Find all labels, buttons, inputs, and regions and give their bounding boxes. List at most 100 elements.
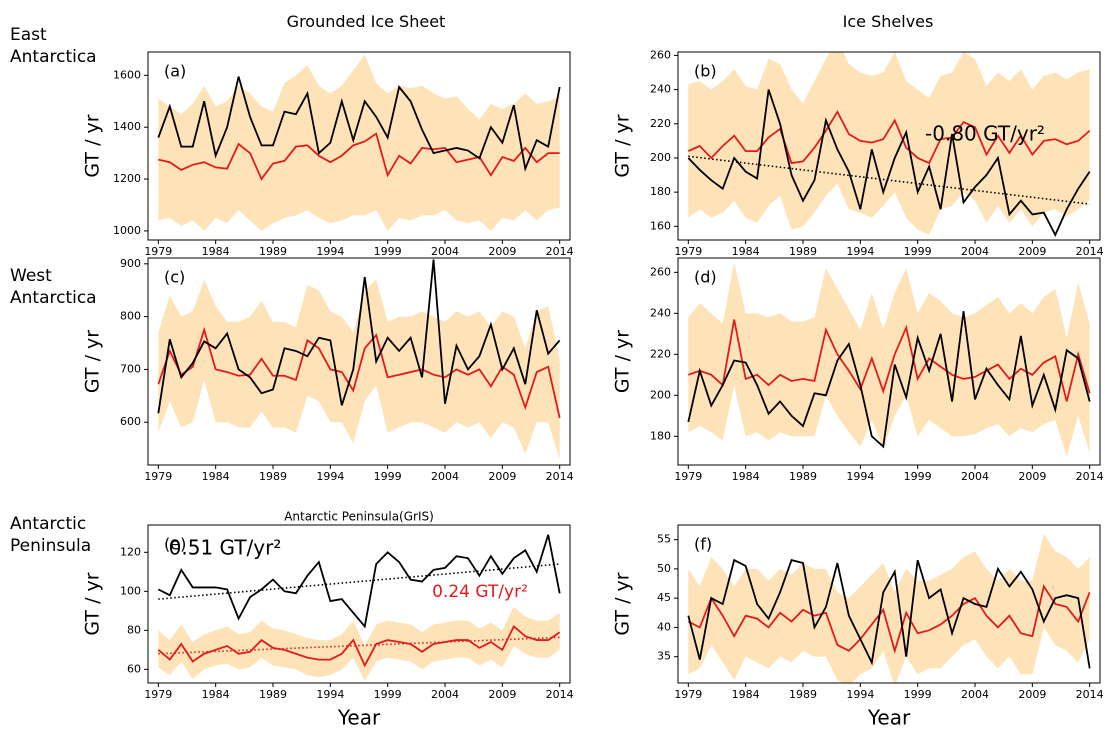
panel: 1979 1984 1989 1994 1999 2004 2009 2014 1000 1200… xyxy=(82,51,574,258)
x-tick-label: 1984 xyxy=(202,688,230,701)
x-tick-label: 1994 xyxy=(316,688,344,701)
panel-label: (c) xyxy=(164,268,185,287)
x-tick-label: 1979 xyxy=(674,688,702,701)
x-tick-label: 2009 xyxy=(1018,245,1046,258)
y-axis-label: GT / yr xyxy=(612,330,634,393)
y-tick-label: 220 xyxy=(650,117,671,130)
series-line xyxy=(687,89,1091,237)
x-tick-label: 1984 xyxy=(732,688,760,701)
y-tick-label: 1200 xyxy=(113,172,141,185)
y-tick-label: 100 xyxy=(120,584,141,597)
series-line xyxy=(687,558,1091,669)
y-axis-label: GT / yr xyxy=(82,330,104,393)
plot-frame xyxy=(147,51,571,241)
x-tick-label: 1989 xyxy=(789,245,817,258)
x-tick-label: 1979 xyxy=(674,470,702,483)
y-tick-label: 40 xyxy=(657,620,671,633)
y-tick-label: 1400 xyxy=(113,120,141,133)
series-line xyxy=(687,109,1091,165)
trend-line xyxy=(688,155,1090,205)
panel: 0.51 GT/yr² 0.24 GT/yr² 1979 1984 1989 1994 19… xyxy=(82,510,574,729)
y-axis-label: GT / yr xyxy=(612,572,634,635)
panel-label: (e) xyxy=(164,535,186,554)
y-tick-label: 60 xyxy=(127,662,141,675)
y-tick-label: 240 xyxy=(650,306,671,319)
x-tick-label: 2014 xyxy=(1076,470,1104,483)
plot-frame xyxy=(677,524,1101,684)
x-tick-label: 2009 xyxy=(1018,470,1046,483)
x-tick-label: 1979 xyxy=(144,688,172,701)
y-axis-label: GT / yr xyxy=(82,114,104,177)
y-tick-label: 700 xyxy=(120,362,141,375)
y-axis-label: GT / yr xyxy=(82,572,104,635)
uncertainty-band xyxy=(688,52,1090,235)
y-tick-label: 180 xyxy=(650,185,671,198)
panel-title: Antarctic Peninsula(GrIS) xyxy=(284,510,434,524)
y-tick-label: 50 xyxy=(657,562,671,575)
x-tick-label: 1994 xyxy=(316,245,344,258)
y-tick-label: 260 xyxy=(650,48,671,61)
panel-label: (f) xyxy=(694,535,712,554)
x-tick-label: 1989 xyxy=(259,470,287,483)
x-tick-label: 2009 xyxy=(488,245,516,258)
series-line xyxy=(157,534,561,629)
x-tick-label: 2014 xyxy=(546,688,574,701)
x-tick-label: 2009 xyxy=(488,688,516,701)
x-tick-label: 2004 xyxy=(961,245,989,258)
x-tick-label: 1984 xyxy=(202,245,230,258)
x-tick-label: 2014 xyxy=(546,245,574,258)
x-tick-label: 1999 xyxy=(904,470,932,483)
x-axis-label: Year xyxy=(337,706,381,729)
plot-frame xyxy=(147,524,571,684)
x-tick-label: 1994 xyxy=(846,688,874,701)
x-tick-label: 1994 xyxy=(316,470,344,483)
panel: -0.80 GT/yr² 1979 1984 1989 1994 1999 2004 2009… xyxy=(612,48,1104,258)
x-tick-label: 2009 xyxy=(1018,688,1046,701)
row-label: East Antarctica xyxy=(10,25,97,67)
trend-line xyxy=(158,636,560,655)
series-line xyxy=(157,624,561,668)
x-tick-label: 2004 xyxy=(961,688,989,701)
series-line xyxy=(158,132,560,181)
uncertainty-band xyxy=(688,533,1090,683)
x-tick-label: 2004 xyxy=(961,470,989,483)
y-tick-label: 200 xyxy=(650,388,671,401)
x-tick-label: 2004 xyxy=(431,470,459,483)
x-tick-label: 1999 xyxy=(374,470,402,483)
x-tick-label: 1999 xyxy=(904,688,932,701)
x-tick-label: 1989 xyxy=(259,688,287,701)
y-tick-label: 1600 xyxy=(113,68,141,81)
x-tick-label: 1984 xyxy=(732,470,760,483)
x-tick-label: 2004 xyxy=(431,688,459,701)
panel-label: (a) xyxy=(164,62,186,81)
y-tick-label: 900 xyxy=(120,257,141,270)
y-tick-label: 200 xyxy=(650,151,671,164)
panel-label: (b) xyxy=(694,62,717,81)
y-axis-label: GT / yr xyxy=(612,114,634,177)
x-tick-label: 2014 xyxy=(546,470,574,483)
x-tick-label: 2014 xyxy=(1076,245,1104,258)
y-tick-label: 240 xyxy=(650,83,671,96)
x-tick-label: 1999 xyxy=(904,245,932,258)
x-tick-label: 2014 xyxy=(1076,688,1104,701)
y-tick-label: 45 xyxy=(657,591,671,604)
x-tick-label: 1994 xyxy=(846,470,874,483)
x-tick-label: 1989 xyxy=(259,245,287,258)
y-tick-label: 600 xyxy=(120,415,141,428)
column-title: Grounded Ice Sheet xyxy=(286,12,446,31)
row-label: West Antarctica xyxy=(10,266,97,308)
row-label: Antarctic Peninsula xyxy=(10,514,92,556)
series-line xyxy=(157,259,561,414)
x-tick-label: 1994 xyxy=(846,245,874,258)
y-tick-label: 1000 xyxy=(113,224,141,237)
y-tick-label: 55 xyxy=(657,533,671,546)
plot-frame xyxy=(147,257,571,466)
x-tick-label: 1989 xyxy=(789,470,817,483)
y-tick-label: 80 xyxy=(127,623,141,636)
x-tick-label: 1999 xyxy=(374,245,402,258)
y-tick-label: 800 xyxy=(120,310,141,323)
y-tick-label: 120 xyxy=(120,545,141,558)
trend-line xyxy=(158,563,560,600)
